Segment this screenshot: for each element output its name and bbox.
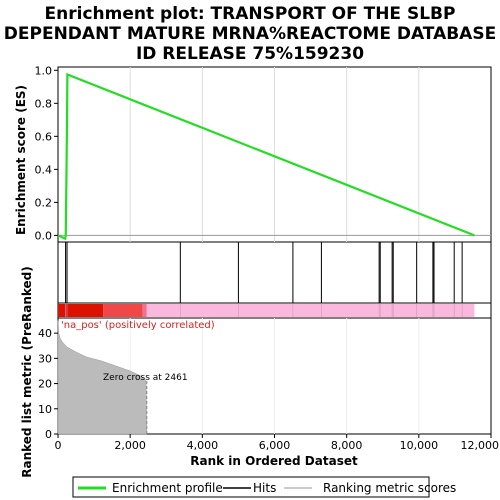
legend-es-label: Enrichment profile: [112, 481, 223, 495]
metric-tick-label-3: 30: [38, 352, 52, 365]
x-tick-label-4: 8,000: [331, 439, 363, 452]
metric-tick-label-2: 20: [38, 378, 52, 391]
legend-hits-label: Hits: [253, 481, 276, 495]
x-axis-ticks: 0 2,000 4,000 6,000 8,000 10,000 12,000: [55, 434, 500, 452]
enrichment-profile-line: [57, 72, 475, 241]
es-tick-label-3: 0.6: [35, 130, 53, 143]
rank-bar-strong-positive: [58, 304, 104, 317]
x-tick-label-1: 2,000: [114, 439, 146, 452]
enrichment-profile-path: [57, 72, 475, 241]
legend-box: [72, 476, 430, 498]
metric-area: [57, 320, 148, 435]
es-tick-label-2: 0.4: [35, 163, 53, 176]
chart-title-line-1: Enrichment plot: TRANSPORT OF THE SLBP: [45, 4, 456, 24]
metric-axis-ticks: 0 10 20 30 40: [38, 327, 58, 441]
es-y-axis-label: Enrichment score (ES): [14, 85, 28, 235]
ranking-metric-area: [57, 320, 148, 435]
zero-cross-label: Zero cross at 2461: [103, 373, 188, 383]
x-tick-label-5: 10,000: [400, 439, 439, 452]
x-tick-label-3: 6,000: [259, 439, 291, 452]
hit-lines: [65, 242, 463, 303]
chart-title-line-3: ID RELEASE 75%159230: [136, 44, 364, 64]
rank-bar-weak-positive: [142, 304, 147, 317]
x-tick-label-0: 0: [55, 439, 62, 452]
metric-tick-label-0: 0: [45, 428, 52, 441]
legend-metric-label: Ranking metric scores: [323, 481, 456, 495]
es-tick-label-0: 0.0: [35, 229, 53, 242]
metric-y-axis-label: Ranked list metric (PreRanked): [20, 266, 34, 478]
x-tick-label-6: 12,000: [461, 439, 500, 452]
es-tick-label-4: 0.8: [35, 97, 53, 110]
positive-correlation-label: 'na_pos' (positively correlated): [61, 320, 215, 331]
es-tick-label-5: 1.0: [35, 64, 53, 77]
chart-title-line-2: DEPENDANT MATURE MRNA%REACTOME DATABASE: [4, 24, 496, 44]
rank-bar-positive: [103, 304, 143, 317]
rank-bar-near-zero: [146, 304, 475, 317]
rank-color-bar: [58, 304, 475, 317]
x-axis-label: Rank in Ordered Dataset: [190, 454, 358, 468]
x-tick-label-2: 4,000: [187, 439, 219, 452]
metric-tick-label-4: 40: [38, 327, 52, 340]
es-tick-label-1: 0.2: [35, 196, 53, 209]
hits-panel-frame: [57, 241, 492, 304]
metric-tick-label-1: 10: [38, 403, 52, 416]
es-axis-ticks: 0.0 0.2 0.4 0.6 0.8 1.0: [35, 64, 58, 242]
